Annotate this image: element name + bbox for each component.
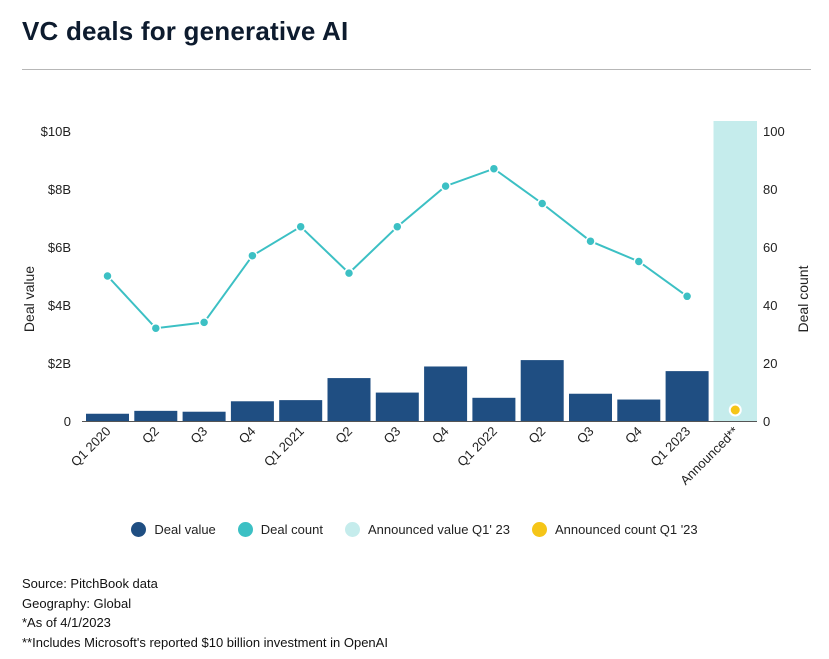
y-left-tick-label: $4B bbox=[48, 298, 71, 313]
deal-value-bar bbox=[569, 393, 612, 421]
y-right-tick-label: 40 bbox=[763, 298, 777, 313]
y-right-tick-label: 0 bbox=[763, 414, 770, 429]
announced-value-bar bbox=[713, 121, 757, 421]
legend-label-deal-value: Deal value bbox=[154, 522, 216, 537]
legend-item-deal-count[interactable]: Deal count bbox=[237, 522, 323, 537]
deal-count-point bbox=[633, 256, 645, 267]
announced-layer bbox=[713, 121, 757, 421]
footnote-source: Source: PitchBook data bbox=[22, 576, 158, 591]
deal-value-bar bbox=[617, 399, 661, 421]
deal-value-bar bbox=[520, 360, 564, 421]
deal-count-point bbox=[392, 221, 403, 232]
deal-count-point bbox=[440, 180, 451, 192]
legend-label-announced-count: Announced count Q1 '23 bbox=[554, 522, 698, 537]
y-left-axis-title: Deal value bbox=[21, 266, 37, 332]
legend-item-deal-value[interactable]: Deal value bbox=[131, 522, 216, 537]
x-tick-label: Q2 bbox=[332, 424, 355, 447]
x-tick-label: Q1 2022 bbox=[454, 424, 500, 470]
legend-swatch-announced-value bbox=[344, 522, 360, 537]
y-left-tick-label: $2B bbox=[48, 356, 71, 371]
deal-count-point bbox=[585, 235, 596, 247]
footnotes: Source: PitchBook data Geography: Global… bbox=[22, 574, 388, 652]
x-tick-label: Q3 bbox=[187, 424, 210, 447]
deal-count-point bbox=[536, 198, 548, 209]
x-tick-label: Q1 2020 bbox=[68, 424, 114, 470]
y-left-tick-label: 0 bbox=[64, 414, 71, 429]
announced-count-point bbox=[728, 403, 742, 417]
deal-value-bar bbox=[230, 401, 274, 421]
x-tick-label: Q4 bbox=[622, 424, 645, 447]
deal-value-bar bbox=[375, 392, 419, 421]
x-tick-label: Q2 bbox=[139, 424, 162, 447]
deal-value-bar bbox=[665, 371, 709, 421]
deal-value-bar bbox=[424, 366, 468, 421]
footnote-microsoft: **Includes Microsoft's reported $10 bill… bbox=[22, 634, 388, 650]
deal-value-bar bbox=[182, 411, 226, 421]
deal-value-bars bbox=[86, 360, 709, 421]
x-tick-label: Q2 bbox=[525, 424, 548, 447]
x-tick-label: Q1 2023 bbox=[647, 424, 693, 470]
footnote-date: *As of 4/1/2023 bbox=[22, 615, 111, 630]
deal-count-point bbox=[295, 221, 306, 232]
x-tick-labels: Q1 2020 Q2 Q3 Q4 Q1 2021 Q2 Q3 Q4 Q1 2022 Q2 Q3 Q4 Q… bbox=[68, 424, 742, 488]
y-right-tick-label: 80 bbox=[763, 182, 777, 197]
x-tick-label: Q1 2021 bbox=[261, 424, 307, 470]
legend: Deal value Deal count Announced value Q1… bbox=[0, 522, 829, 537]
x-tick-label: Q4 bbox=[236, 424, 259, 447]
y-right-tick-label: 100 bbox=[763, 124, 785, 139]
deal-count-point bbox=[681, 291, 693, 302]
legend-swatch-announced-count bbox=[531, 522, 547, 537]
deal-count-point bbox=[343, 267, 355, 279]
deal-value-bar bbox=[327, 378, 371, 421]
deal-count-point bbox=[150, 322, 162, 334]
axes: 0 $2B $4B $6B $8B $10B 0 20 40 60 80 100 Deal value D… bbox=[21, 124, 811, 429]
legend-swatch-deal-value bbox=[131, 522, 147, 537]
legend-label-deal-count: Deal count bbox=[260, 522, 323, 537]
title-divider bbox=[22, 69, 811, 70]
deal-count-polyline bbox=[106, 167, 688, 330]
deal-count-point bbox=[198, 317, 210, 328]
y-left-tick-label: $8B bbox=[48, 182, 71, 197]
deal-value-bar bbox=[279, 400, 323, 421]
y-right-tick-label: 20 bbox=[763, 356, 777, 371]
x-tick-label: Q3 bbox=[574, 424, 597, 447]
deal-count-point bbox=[247, 250, 258, 261]
y-right-tick-label: 60 bbox=[763, 240, 777, 255]
chart-canvas: 0 $2B $4B $6B $8B $10B 0 20 40 60 80 100 Deal value D… bbox=[21, 121, 811, 488]
legend-label-announced-value: Announced value Q1' 23 bbox=[367, 522, 510, 537]
deal-value-bar bbox=[134, 410, 178, 421]
deal-count-line bbox=[106, 167, 688, 330]
deal-count-points bbox=[102, 163, 742, 417]
x-tick-label: Q4 bbox=[429, 424, 452, 447]
deal-value-bar bbox=[472, 397, 516, 421]
deal-count-point bbox=[102, 270, 113, 282]
chart-title: VC deals for generative AI bbox=[22, 16, 349, 46]
y-left-tick-label: $10B bbox=[41, 124, 71, 139]
y-left-tick-label: $6B bbox=[48, 240, 71, 255]
deal-count-point bbox=[488, 163, 500, 174]
deal-value-bar bbox=[86, 413, 129, 421]
footnote-geography: Geography: Global bbox=[22, 595, 132, 611]
legend-swatch-deal-count bbox=[237, 522, 253, 537]
y-right-axis-title: Deal count bbox=[795, 265, 811, 332]
legend-item-announced-count[interactable]: Announced count Q1 '23 bbox=[531, 522, 698, 537]
x-tick-label: Q3 bbox=[381, 424, 404, 447]
legend-item-announced-value[interactable]: Announced value Q1' 23 bbox=[344, 522, 510, 537]
